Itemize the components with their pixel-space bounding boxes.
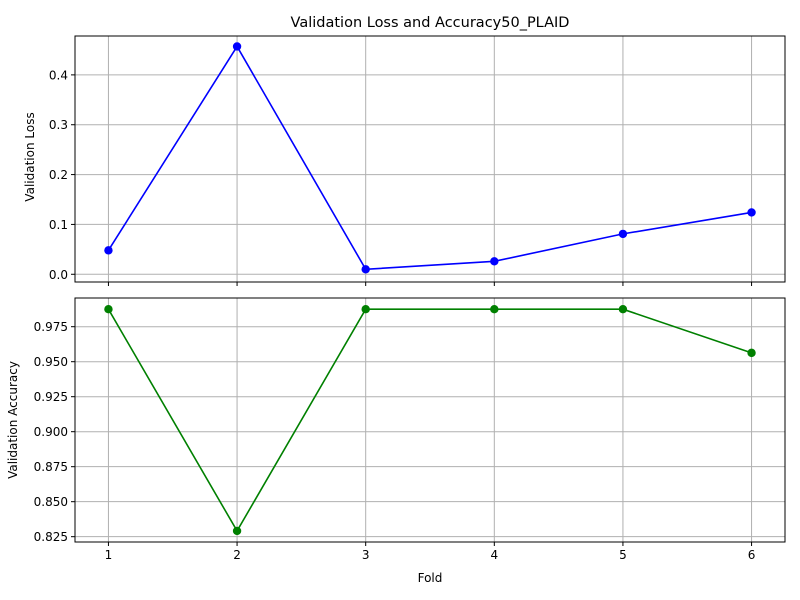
accuracy-data-point [618, 304, 628, 314]
accuracy-data-point [747, 348, 756, 358]
accuracy-data-point [232, 526, 242, 536]
loss-subplot: 0.0 0.1 0.2 0.3 0.4 [49, 35, 786, 286]
accuracy-y-tick-label: 0.900 [34, 425, 68, 439]
loss-y-tick-label: 0.1 [49, 218, 68, 232]
accuracy-y-tick-label: 0.850 [34, 495, 68, 509]
loss-y-tick-label: 0.4 [49, 68, 68, 82]
accuracy-y-tick-label: 0.875 [34, 460, 68, 474]
loss-axes-frame [74, 35, 786, 283]
loss-data-point [232, 42, 242, 51]
loss-y-axis-label: Validation Loss [23, 112, 37, 201]
loss-y-tick-label: 0.0 [49, 268, 68, 282]
chart-title: Validation Loss and Accuracy50_PLAID [291, 15, 570, 31]
accuracy-x-tick-label: 6 [748, 548, 756, 562]
loss-y-tick-label: 0.2 [49, 168, 68, 182]
accuracy-y-tick-label: 0.975 [34, 320, 68, 334]
accuracy-x-tick-label: 2 [233, 548, 241, 562]
accuracy-data-point [490, 304, 499, 314]
accuracy-x-tick-label: 3 [362, 548, 370, 562]
loss-data-point [361, 265, 370, 274]
accuracy-x-tick-label: 4 [490, 548, 498, 562]
accuracy-x-tick-label: 5 [619, 548, 627, 562]
accuracy-y-tick-label: 0.950 [34, 355, 68, 369]
loss-data-point [747, 208, 756, 217]
accuracy-subplot: 1 2 3 4 5 6 0.825 0.850 0.875 0.900 0.925 0.950 0.97… [34, 297, 786, 562]
loss-series-line [107, 44, 752, 271]
x-axis-label: Fold [418, 571, 443, 585]
accuracy-series-line [107, 308, 752, 533]
loss-y-tick-label: 0.3 [49, 118, 68, 132]
accuracy-data-point [104, 304, 113, 314]
accuracy-y-tick-label: 0.925 [34, 390, 68, 404]
accuracy-data-point [361, 304, 370, 314]
loss-data-point [618, 229, 628, 239]
accuracy-y-tick-label: 0.825 [34, 530, 68, 544]
loss-data-point [104, 246, 113, 255]
accuracy-axes-frame [74, 297, 786, 543]
accuracy-x-tick-label: 1 [105, 548, 113, 562]
loss-data-point [490, 257, 499, 266]
accuracy-y-axis-label: Validation Accuracy [6, 361, 20, 479]
